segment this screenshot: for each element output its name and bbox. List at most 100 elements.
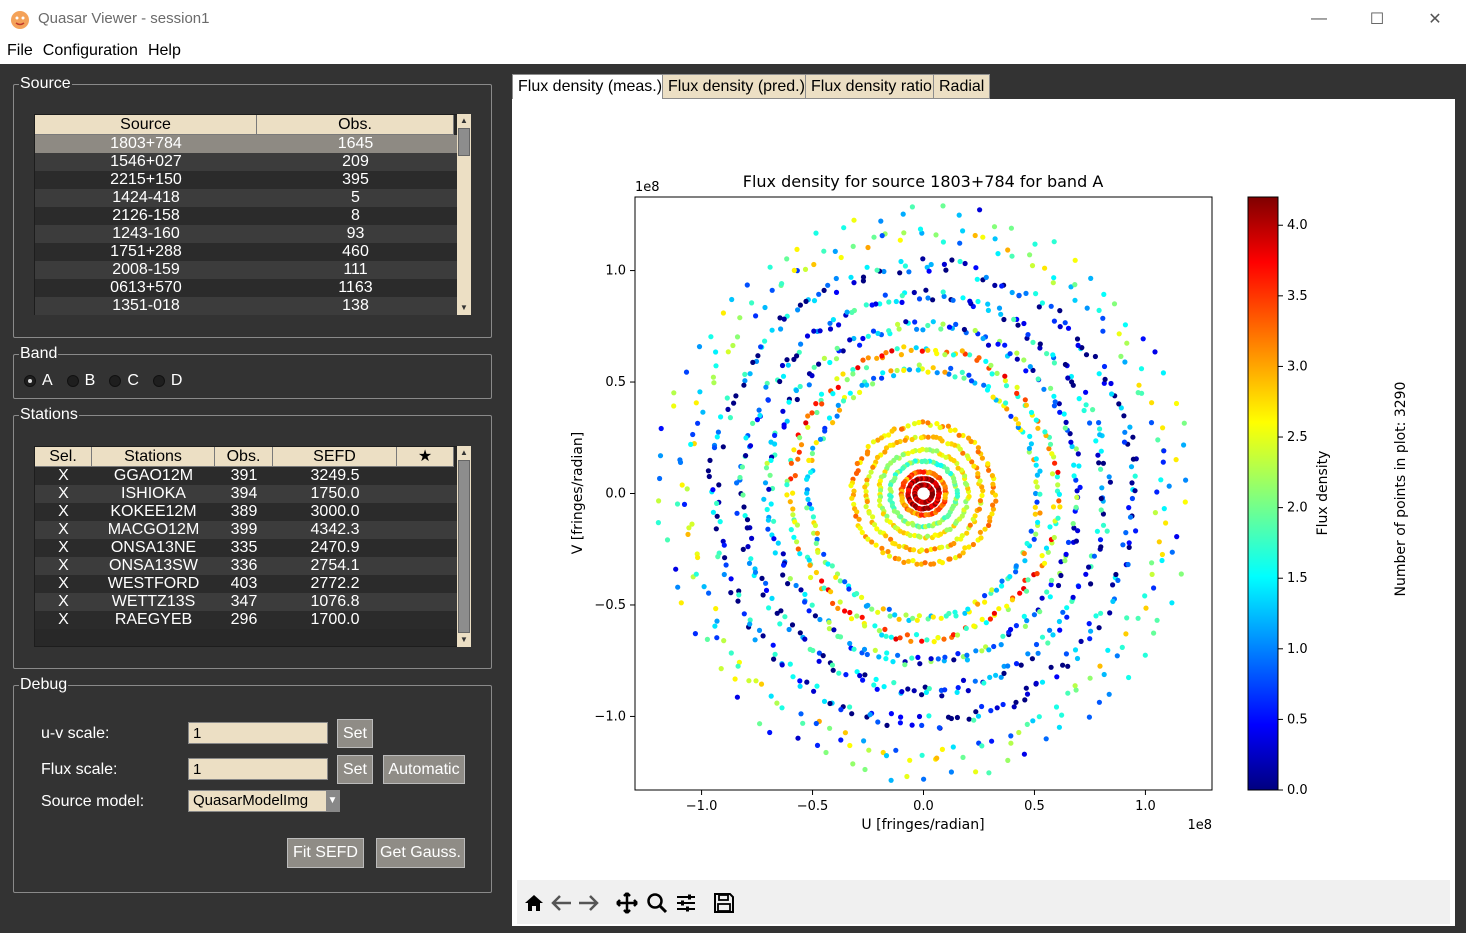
column-header-obs[interactable]: Obs. (215, 447, 273, 467)
band-radio-d[interactable]: D (152, 372, 182, 390)
data-point (1098, 544, 1104, 550)
table-row[interactable]: X WESTFORD 403 2772.2 (35, 575, 470, 593)
data-point (797, 630, 803, 636)
tab-flux-density-ratio[interactable]: Flux density ratio (805, 74, 938, 99)
scroll-down-icon[interactable]: ▼ (457, 633, 471, 647)
data-point (688, 441, 694, 447)
data-point (790, 506, 796, 512)
data-point (930, 434, 936, 440)
band-radio-a[interactable]: A (24, 372, 53, 390)
station-sel-cell[interactable]: X (58, 467, 69, 484)
table-row[interactable]: X GGAO12M 391 3249.5 (35, 467, 470, 485)
table-row[interactable]: X ONSA13NE 335 2470.9 (35, 539, 470, 557)
data-point (816, 291, 822, 297)
radio-unchecked-icon[interactable] (109, 375, 122, 387)
star-icon[interactable]: ★ (397, 447, 454, 467)
column-header-source[interactable]: Source (35, 115, 257, 135)
source-model-select[interactable]: QuasarModelImg ▼ (188, 790, 340, 812)
data-point (763, 465, 770, 471)
station-sel-cell[interactable]: X (58, 485, 69, 502)
pan-icon[interactable] (615, 891, 639, 915)
radio-unchecked-icon[interactable] (66, 375, 79, 387)
flux-scale-input[interactable] (188, 758, 328, 780)
back-arrow-icon[interactable] (550, 891, 574, 915)
data-point (764, 506, 770, 513)
table-row[interactable]: 2008-159 111 (35, 261, 470, 279)
table-row[interactable]: 1751+288 460 (35, 243, 470, 261)
table-row[interactable]: 1803+784 1645 (35, 135, 470, 153)
scroll-thumb[interactable] (458, 128, 470, 156)
source-scrollbar[interactable]: ▲ ▼ (457, 114, 471, 315)
uv-scale-set-button[interactable]: Set (337, 719, 373, 748)
station-sel-cell[interactable]: X (58, 539, 69, 556)
column-header-sel[interactable]: Sel. (35, 447, 92, 467)
table-row[interactable]: X ONSA13SW 336 2754.1 (35, 557, 470, 575)
menu-help[interactable]: Help (147, 42, 181, 59)
maximize-icon[interactable]: ☐ (1369, 11, 1385, 28)
data-point (960, 228, 966, 234)
tab-flux-density-pred[interactable]: Flux density (pred.) (662, 74, 811, 99)
chevron-down-icon[interactable]: ▼ (326, 791, 339, 811)
fit-sefd-button[interactable]: Fit SEFD (287, 838, 364, 868)
scroll-thumb[interactable] (458, 460, 470, 633)
scroll-down-icon[interactable]: ▼ (457, 301, 471, 315)
station-sel-cell[interactable]: X (58, 593, 69, 610)
table-row[interactable]: 2215+150 395 (35, 171, 470, 189)
data-point (930, 297, 936, 303)
scroll-up-icon[interactable]: ▲ (457, 446, 471, 460)
configure-subplots-icon[interactable] (674, 891, 698, 915)
table-row[interactable]: X RAEGYEB 296 1700.0 (35, 611, 470, 629)
table-row[interactable]: X MACGO12M 399 4342.3 (35, 521, 470, 539)
data-point (805, 424, 811, 430)
home-icon[interactable] (522, 891, 546, 915)
data-point (864, 264, 870, 270)
table-row[interactable]: 1243-160 93 (35, 225, 470, 243)
get-gauss-button[interactable]: Get Gauss. (376, 838, 465, 868)
obs-count-cell: 138 (342, 297, 369, 314)
table-row[interactable]: 1351-018 138 (35, 297, 470, 315)
data-point (934, 755, 940, 761)
column-header-sefd[interactable]: SEFD (273, 447, 397, 467)
station-sel-cell[interactable]: X (58, 575, 69, 592)
table-row[interactable]: X ISHIOKA 394 1750.0 (35, 485, 470, 503)
table-row[interactable]: 0613+570 1163 (35, 279, 470, 297)
flux-scale-set-button[interactable]: Set (337, 755, 373, 784)
station-sel-cell[interactable]: X (58, 611, 69, 628)
tab-radial[interactable]: Radial (933, 74, 991, 99)
column-header-stations[interactable]: Stations (92, 447, 215, 467)
zoom-icon[interactable] (645, 891, 669, 915)
data-point (741, 382, 747, 388)
data-point (985, 301, 991, 307)
band-radio-c[interactable]: C (109, 372, 139, 390)
automatic-button[interactable]: Automatic (383, 755, 465, 784)
radio-unchecked-icon[interactable] (152, 375, 165, 387)
save-icon[interactable] (712, 891, 736, 915)
data-point (897, 237, 903, 243)
table-row[interactable]: X KOKEE12M 389 3000.0 (35, 503, 470, 521)
station-sel-cell[interactable]: X (58, 503, 69, 520)
data-point (975, 449, 981, 455)
uv-scale-input[interactable] (188, 722, 328, 744)
forward-arrow-icon[interactable] (576, 891, 600, 915)
table-row[interactable]: 1546+027 209 (35, 153, 470, 171)
scroll-up-icon[interactable]: ▲ (457, 114, 471, 128)
station-sel-cell[interactable]: X (58, 521, 69, 538)
table-row[interactable]: X WETTZ13S 347 1076.8 (35, 593, 470, 611)
table-row[interactable]: 2126-158 8 (35, 207, 470, 225)
stations-scrollbar[interactable]: ▲ ▼ (457, 446, 471, 647)
menu-configuration[interactable]: Configuration (42, 42, 138, 59)
menu-file[interactable]: File (7, 42, 33, 59)
minimize-icon[interactable]: — (1311, 10, 1327, 27)
scatter-chart[interactable]: Flux density for source 1803+784 for ban… (512, 99, 1455, 879)
table-row[interactable]: 1424-418 5 (35, 189, 470, 207)
data-point (910, 558, 916, 564)
radio-checked-icon[interactable] (24, 375, 36, 387)
data-point (1182, 499, 1188, 505)
data-point (866, 510, 872, 516)
tab-flux-density-meas[interactable]: Flux density (meas.) (512, 74, 669, 100)
data-point (780, 551, 786, 557)
station-sel-cell[interactable]: X (58, 557, 69, 574)
close-icon[interactable]: ✕ (1428, 11, 1442, 28)
column-header-obs[interactable]: Obs. (257, 115, 454, 135)
band-radio-b[interactable]: B (66, 372, 95, 390)
